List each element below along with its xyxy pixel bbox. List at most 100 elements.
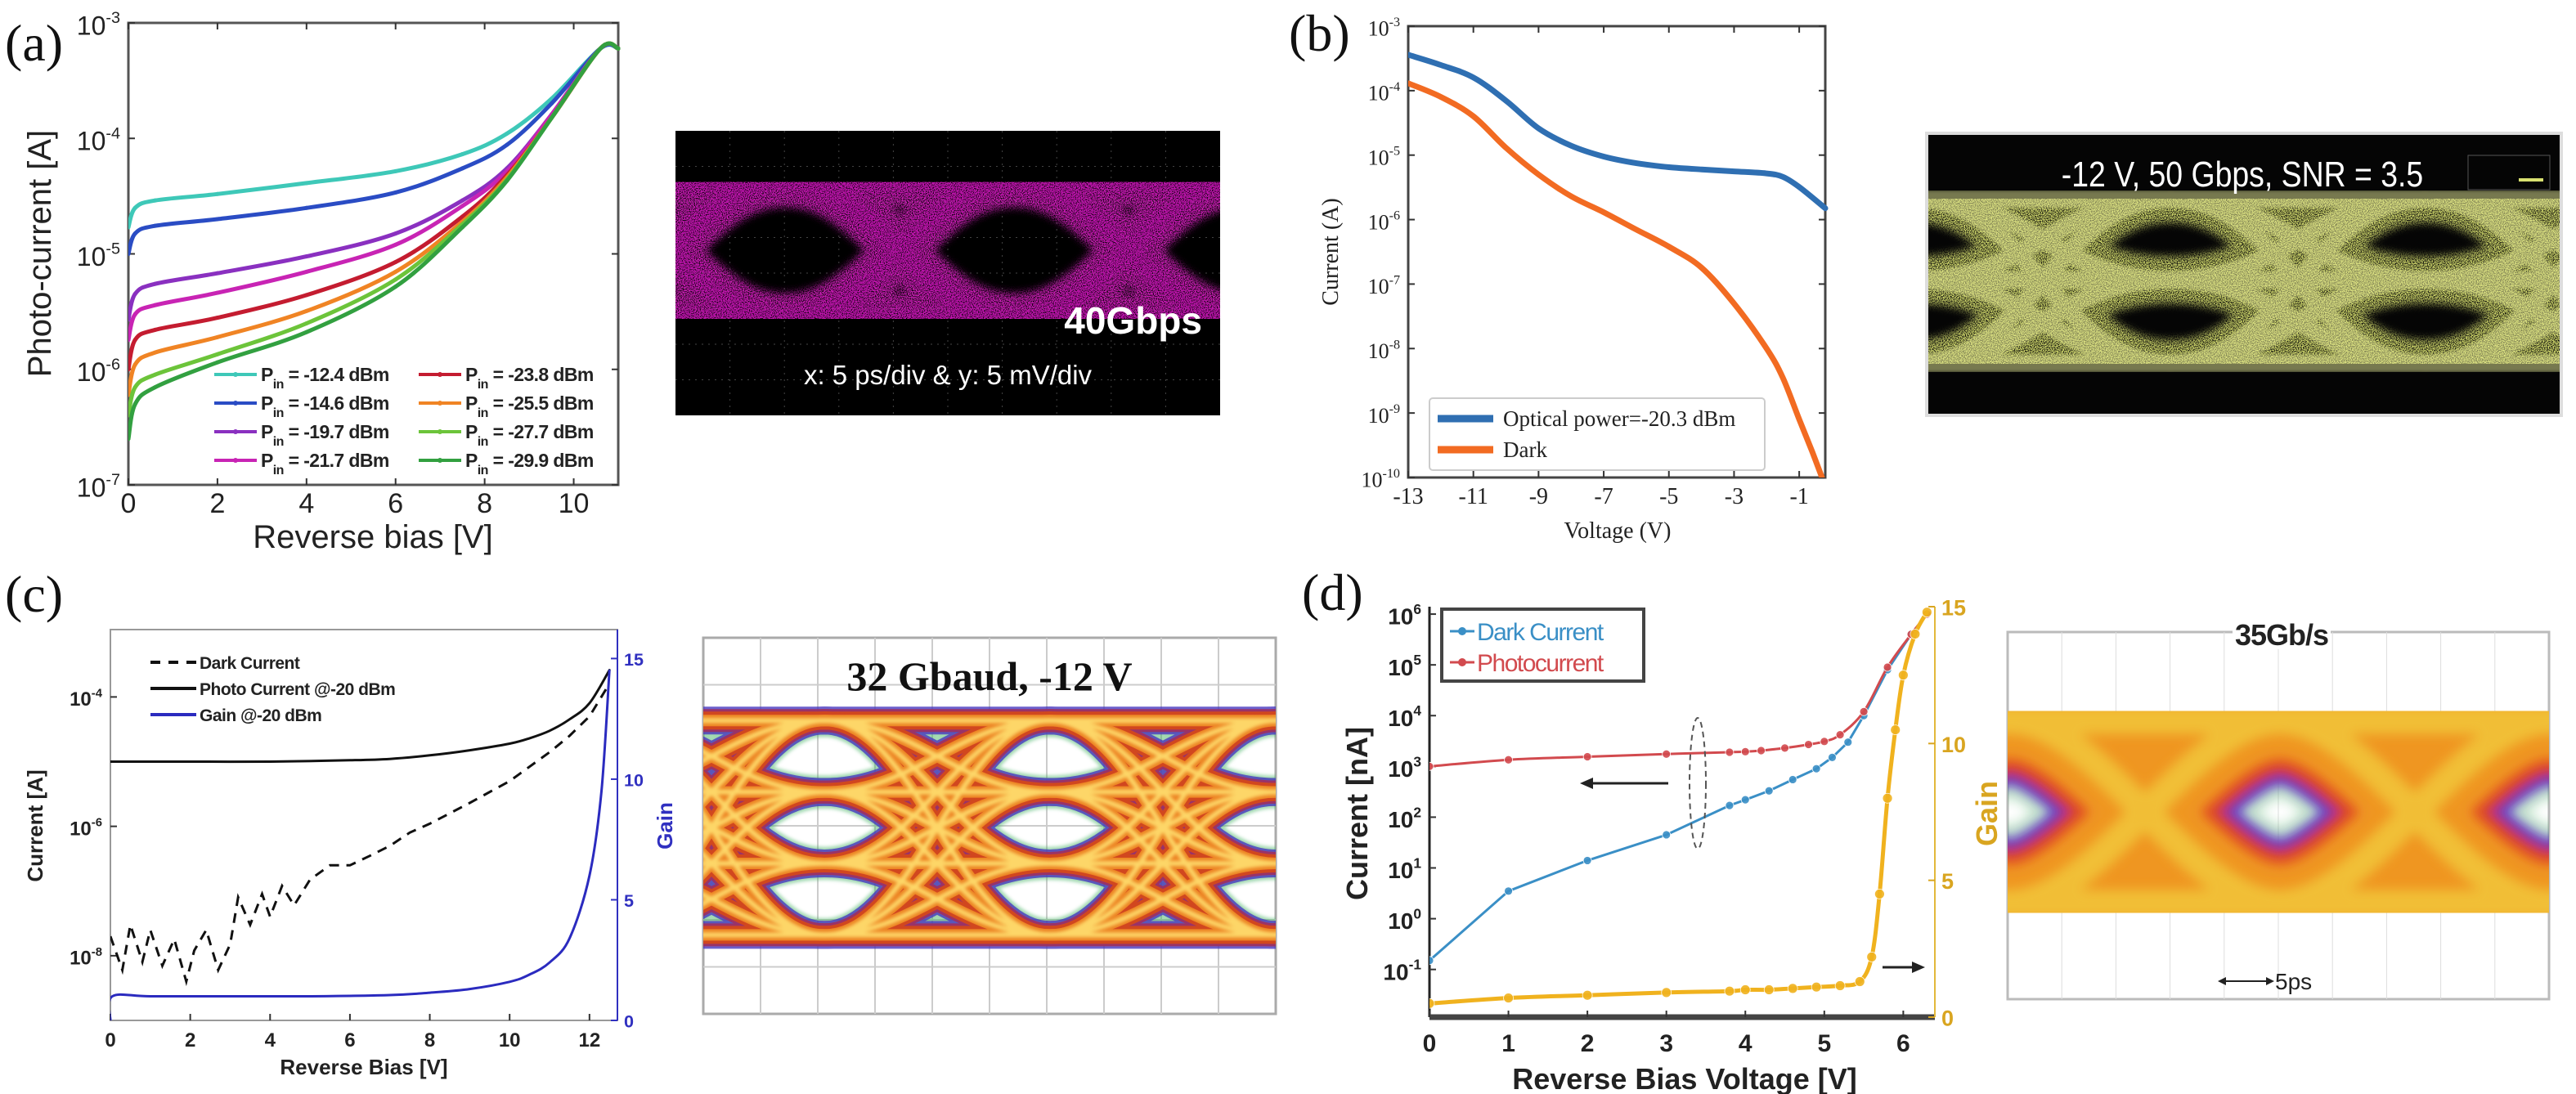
eye-trace [824,861,1051,938]
tick-base: 10 [77,11,106,40]
legend-label-value: = -14.6 dBm [284,392,389,414]
data-point [1811,981,1822,993]
legend-label-p: P [261,364,273,385]
series-dark-current-line [110,683,611,987]
eye-trace [1243,182,1472,319]
eye-trace [1501,792,1727,935]
eye-trace [373,863,599,935]
eye-trace [373,720,599,863]
data-point [215,334,220,339]
eye-trace [373,792,599,863]
eye-trace [373,720,599,863]
eye-trace [1275,854,1276,863]
legend-label-sub: in [273,406,284,420]
data-point [1740,747,1750,756]
eye-trace [1243,182,1472,319]
eye-trace [373,720,599,863]
data-point [1859,706,1869,716]
eye-traces [373,704,1727,952]
x-tick-label: -3 [1725,484,1744,509]
eye-trace [2544,731,2549,778]
legend-label-p: P [261,421,273,442]
eye-trace [373,863,599,935]
eye-trace [373,720,599,791]
legend-label: Optical power=-20.3 dBm [1503,406,1735,431]
eye-trace [373,792,599,935]
eye-trace [2546,864,2549,893]
x-tick-label: 4 [1739,1030,1752,1057]
eye-bitrate-label: 35Gb/s [2235,618,2328,652]
eye-trace [1501,863,1727,935]
legend-label: Dark Current [200,654,300,673]
legend-label-value: = -21.7 dBm [284,450,389,471]
data-point [1854,976,1865,987]
data-point [1834,980,1846,991]
data-point [153,303,158,307]
eye-trace [373,792,599,935]
eye-layer [675,171,1472,330]
tick-base: 10 [77,357,106,387]
tick-exponent: -3 [105,9,120,27]
eye-trace [373,720,599,935]
eye-trace [373,720,599,791]
eye-trace [1501,720,1727,863]
eye-trace [1501,792,1727,935]
legend-label: Pin = -14.6 dBm [261,392,389,420]
eye-trace [373,792,599,863]
eye-trace [1501,792,1727,935]
data-point [153,385,158,390]
data-point [132,401,137,406]
y-tick-label: 10-4 [77,124,120,155]
series-pin-21-7-dbm-line [128,41,621,343]
tick-exponent: -7 [105,471,120,489]
legend-label: Dark Current [1477,619,1604,646]
eye-trace [1660,280,1915,363]
eye-trace [824,718,1051,866]
x-tick-label: 4 [298,488,314,519]
legend-marker [1458,658,1466,666]
eye-trace [1660,199,1915,363]
x-tick-label: 0 [105,1029,115,1051]
eye-trace [1275,851,1276,863]
tick-exponent: -3 [1389,16,1400,29]
y2-tick-label: 0 [624,1011,634,1031]
y-tick-label: 103 [1388,753,1421,782]
data-point [215,290,220,295]
eye-trace [1501,720,1727,863]
eye-trace [373,720,599,791]
tick-base: 10 [1368,17,1389,41]
y-tick-label: 101 [1388,855,1421,884]
data-point [215,316,220,321]
tick-base: 10 [77,127,106,156]
eye-trace [373,720,599,791]
data-point [153,350,158,355]
eye-trace [1501,792,1727,935]
legend-label: Pin = -21.7 dBm [261,450,389,478]
data-point [1740,795,1750,805]
data-point [616,46,621,51]
eye-trace [1275,860,1276,863]
data-point [304,321,309,326]
data-point [460,214,464,219]
data-point [598,46,603,51]
data-point [1429,761,1434,771]
eye-trace [1501,863,1727,935]
x-axis-label: Reverse bias [V] [253,519,492,555]
legend-label: Dark [1503,437,1547,462]
data-point [128,338,131,343]
title-backing [2233,621,2331,649]
tick-exponent: -1 [1409,957,1422,973]
data-point [153,198,158,203]
data-point [132,362,137,367]
eye-trace [373,720,599,791]
data-point [153,372,158,377]
legend-label: Pin = -25.5 dBm [465,392,594,420]
eye-time-scale-label: 5ps [2275,969,2312,994]
tick-base: 10 [77,242,106,271]
data-point [1582,752,1592,761]
eye-trace [1501,863,1727,935]
eye-trace [1501,720,1727,863]
eye-trace [373,720,599,791]
data-point [128,437,131,442]
